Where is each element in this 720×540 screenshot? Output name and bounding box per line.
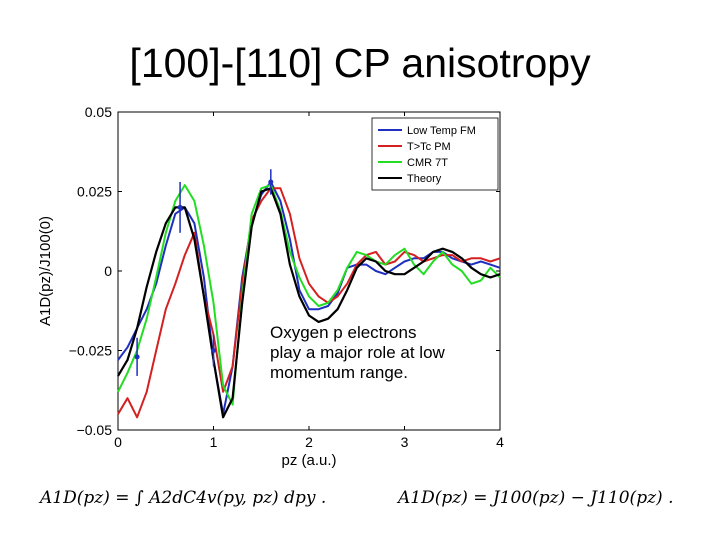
x-tick-label: 4: [496, 434, 504, 450]
data-point: [268, 179, 274, 185]
y-tick-label: −0.025: [69, 343, 112, 359]
y-axis-label: A1D(pz)/J100(0): [37, 216, 54, 326]
x-tick-label: 1: [210, 434, 218, 450]
annotation-line-3: momentum range.: [270, 363, 408, 382]
x-tick-label: 0: [114, 434, 122, 450]
y-tick-label: −0.05: [77, 422, 113, 438]
legend-entry: CMR 7T: [407, 157, 448, 169]
y-tick-label: 0.05: [85, 104, 112, 120]
x-tick-label: 2: [305, 434, 313, 450]
y-tick-label: 0.025: [77, 184, 112, 200]
formula-left: A1D(pz) = ∫ A2dC4v(py, pz) dpy .: [40, 488, 327, 508]
data-point: [211, 348, 216, 353]
x-axis-label: pz (a.u.): [281, 452, 336, 469]
legend-entry: T>Tc PM: [407, 141, 451, 153]
data-point: [177, 204, 183, 210]
data-point: [134, 354, 140, 360]
slide-title: [100]-[110] CP anisotropy: [129, 40, 591, 86]
annotation-text: Oxygen p electrons play a major role at …: [270, 323, 495, 383]
x-tick-label: 3: [401, 434, 409, 450]
formula-right: A1D(pz) = J100(pz) − J110(pz) .: [398, 488, 674, 508]
series-line-cmr-7t: [117, 184, 501, 406]
legend-entry: Low Temp FM: [407, 125, 476, 137]
y-tick-label: 0: [104, 263, 112, 279]
annotation-line-2: play a major role at low: [270, 343, 445, 362]
annotation-line-1: Oxygen p electrons: [270, 323, 417, 342]
legend-entry: Theory: [407, 173, 442, 185]
